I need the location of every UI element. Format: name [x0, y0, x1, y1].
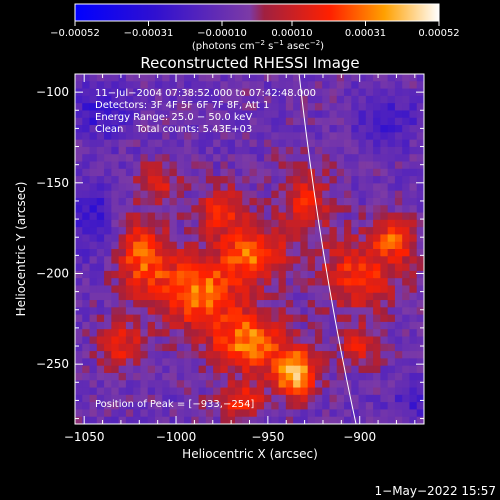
info-annotations: 11−Jul−2004 07:38:52.000 to 07:42:48.000… [95, 88, 316, 410]
colorbar-gradient [74, 3, 440, 22]
solar-limb-line [298, 74, 357, 424]
x-axis: −1050 −1000 −950 −900 [64, 74, 416, 444]
plot-area [75, 74, 424, 424]
chart-title: Reconstructed RHESSI Image [140, 54, 359, 72]
date-stamp: 1−May−2022 15:57 [375, 484, 497, 498]
annotation-detectors: Detectors: 3F 4F 5F 6F 7F 8F, Att 1 [95, 100, 269, 111]
x-tick-label: −900 [343, 430, 376, 444]
colorbar: −0.00052 −0.00031 −0.00010 0.00010 0.00031 0.… [50, 3, 460, 52]
colorbar-tick-label: 0.00031 [345, 28, 386, 39]
x-tick-label: −1000 [156, 430, 197, 444]
annotation-clean-counts: Clean Total counts: 5.43E+03 [95, 124, 252, 135]
y-axis: −100 −150 −200 −250 [36, 73, 424, 420]
y-tick-label: −200 [36, 266, 69, 280]
x-tick-label: −950 [251, 430, 284, 444]
colorbar-ticks: −0.00052 −0.00031 −0.00010 0.00010 0.00031 0.… [50, 21, 460, 39]
x-axis-label: Heliocentric X (arcsec) [182, 447, 318, 461]
colorbar-tick-label: 0.00052 [418, 28, 459, 39]
annotation-energy-range: Energy Range: 25.0 − 50.0 keV [95, 112, 252, 123]
y-axis-label: Heliocentric Y (arcsec) [14, 182, 28, 317]
y-tick-label: −100 [36, 85, 69, 99]
colorbar-tick-label: −0.00052 [50, 28, 100, 39]
heatmap-image [75, 74, 424, 424]
x-tick-label: −1050 [64, 430, 105, 444]
colorbar-unit-label: (photons cm−2 s−1 asec−2) [192, 39, 324, 52]
colorbar-tick-label: 0.00010 [271, 28, 312, 39]
annotation-time-range: 11−Jul−2004 07:38:52.000 to 07:42:48.000 [95, 88, 316, 99]
colorbar-tick-label: −0.00031 [124, 28, 174, 39]
colorbar-tick-label: −0.00010 [197, 28, 247, 39]
y-tick-label: −150 [36, 176, 69, 190]
annotation-peak-position: Position of Peak = [−933,−254] [95, 399, 254, 410]
y-tick-label: −250 [36, 357, 69, 371]
